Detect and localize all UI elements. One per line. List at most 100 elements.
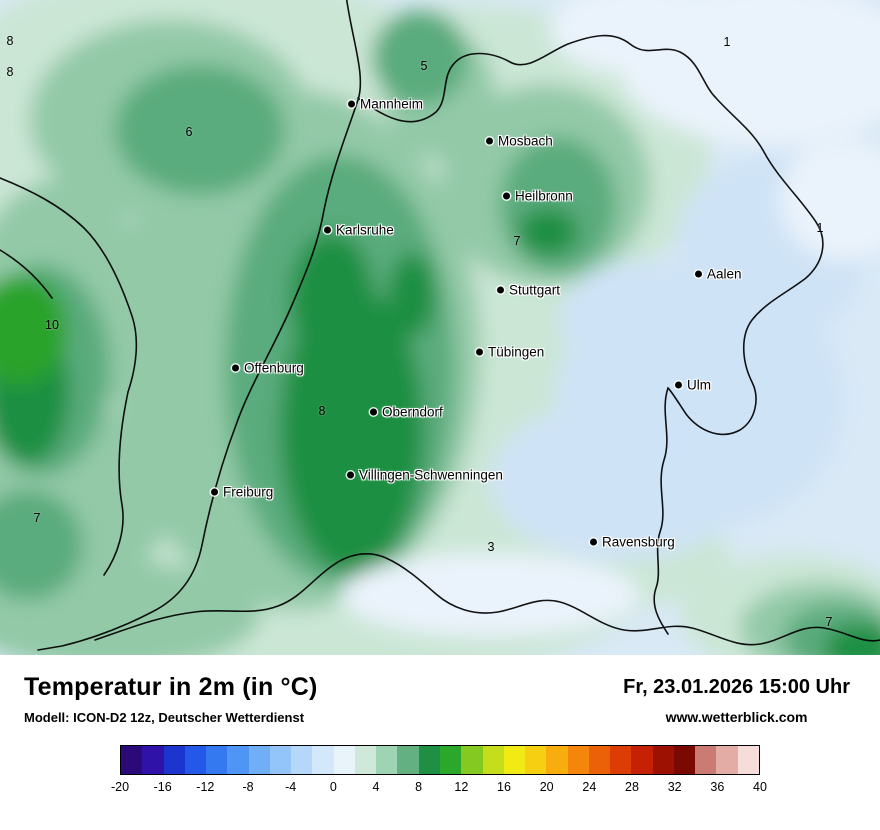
colorbar-segment [461,746,483,774]
city-marker: Oberndorf [370,405,443,420]
temperature-value-label: 8 [6,65,14,79]
city-dot-icon [497,286,504,294]
temperature-map [0,0,880,655]
city-label: Mosbach [498,133,553,149]
city-marker: Karlsruhe [324,223,394,238]
colorbar-segment [610,746,632,774]
city-label: Villingen-Schwenningen [359,467,503,483]
city-marker: Ravensburg [590,535,675,550]
temperature-value-label: 6 [185,125,193,139]
city-marker: Tübingen [476,345,544,360]
colorbar-segment [142,746,164,774]
colorbar-tick-label: 28 [625,780,639,794]
temperature-value-label: 7 [513,234,521,248]
city-marker: Freiburg [211,485,273,500]
temperature-value-label: 10 [45,318,59,332]
forecast-datetime: Fr, 23.01.2026 15:00 Uhr [623,676,850,698]
city-marker: Villingen-Schwenningen [347,468,503,483]
city-dot-icon [348,100,355,108]
colorbar-tick-label: -8 [242,780,254,794]
footer-right: Fr, 23.01.2026 15:00 Uhr www.wetterblick… [623,676,850,725]
colorbar-segment [248,746,270,774]
colorbar-segment [376,746,398,774]
temperature-shading [0,0,880,655]
city-dot-icon [695,270,702,278]
city-marker: Mannheim [348,97,423,112]
colorbar-segment [206,746,228,774]
city-dot-icon [324,226,331,234]
colorbar-tick-label: 20 [539,780,554,794]
city-label: Stuttgart [509,282,561,298]
city-dot-icon [476,348,483,356]
temperature-value-label: 7 [825,615,833,629]
colorbar-segment [503,746,526,774]
colorbar-segment [525,746,547,774]
colorbar-tick-label: -12 [196,780,215,794]
colorbar-segment [291,746,313,774]
colorbar-segment [163,746,185,774]
colorbar-tick-label: 40 [753,780,767,794]
colorbar-tick-label: 32 [667,780,682,794]
city-marker: Heilbronn [503,189,573,204]
colorbar-segment [184,746,207,774]
colorbar-tick-label: 0 [329,780,337,794]
website-url: www.wetterblick.com [665,709,808,725]
colorbar-tick-label: 12 [454,780,469,794]
city-label: Aalen [707,266,742,282]
temperature-value-label: 8 [6,34,14,48]
colorbar-tick-label: 4 [372,780,380,794]
colorbar-segment [546,746,568,774]
colorbar-tick-label: 8 [415,780,423,794]
city-label: Freiburg [223,484,274,500]
city-label: Ulm [687,377,711,393]
city-dot-icon [590,538,597,546]
city-dot-icon [232,364,239,372]
footer: Temperatur in 2m (in °C) Modell: ICON-D2… [0,655,880,798]
city-dot-icon [675,381,682,389]
colorbar-segment [588,746,611,774]
colorbar-segment [567,746,589,774]
city-label: Offenburg [244,360,304,376]
colorbar-segment [482,746,504,774]
city-dot-icon [347,471,354,479]
colorbar-segment [418,746,440,774]
colorbar-segment [631,746,653,774]
city-dot-icon [370,408,377,416]
city-marker: Mosbach [486,134,553,149]
city-label: Mannheim [360,96,424,112]
model-info: Modell: ICON-D2 12z, Deutscher Wetterdie… [24,710,305,725]
border-lines [0,0,880,651]
colorbar-ticks: -20 -16 -12 -8 -4 0 4 8 12 16 20 24 28 32 36 40 [111,780,767,798]
temperature-value-label: 1 [816,221,824,235]
city-label: Heilbronn [515,188,573,204]
city-label: Ravensburg [602,534,675,550]
city-dot-icon [486,137,493,145]
map-container: Mannheim Mosbach Heilbronn Karlsruhe Stuttga… [0,0,880,655]
city-marker: Offenburg [232,361,304,376]
colorbar-segment [695,746,717,774]
page-title: Temperatur in 2m (in °C) [24,673,318,701]
colorbar-segments [120,745,760,775]
colorbar-segment [716,746,738,774]
colorbar-segment [269,746,292,774]
city-marker: Ulm [675,378,711,393]
colorbar-segment [439,746,462,774]
colorbar-segment [652,746,674,774]
city-marker: Aalen [695,267,742,282]
colorbar-segment [312,746,334,774]
temperature-value-label: 3 [487,540,495,554]
temperature-value-label: 5 [420,59,428,73]
colorbar-tick-label: 16 [497,780,511,794]
city-label: Oberndorf [382,404,443,420]
colorbar-segment [737,746,759,774]
colorbar-segment [227,746,249,774]
city-marker: Stuttgart [497,283,560,298]
city-dot-icon [503,192,510,200]
colorbar-segment [397,746,419,774]
colorbar-segment [121,746,143,774]
city-dot-icon [211,488,218,496]
colorbar-tick-label: 24 [582,780,597,794]
city-label: Karlsruhe [336,222,394,238]
temperature-value-label: 8 [318,404,326,418]
map-overlay: Mannheim Mosbach Heilbronn Karlsruhe Stuttga… [6,34,833,629]
